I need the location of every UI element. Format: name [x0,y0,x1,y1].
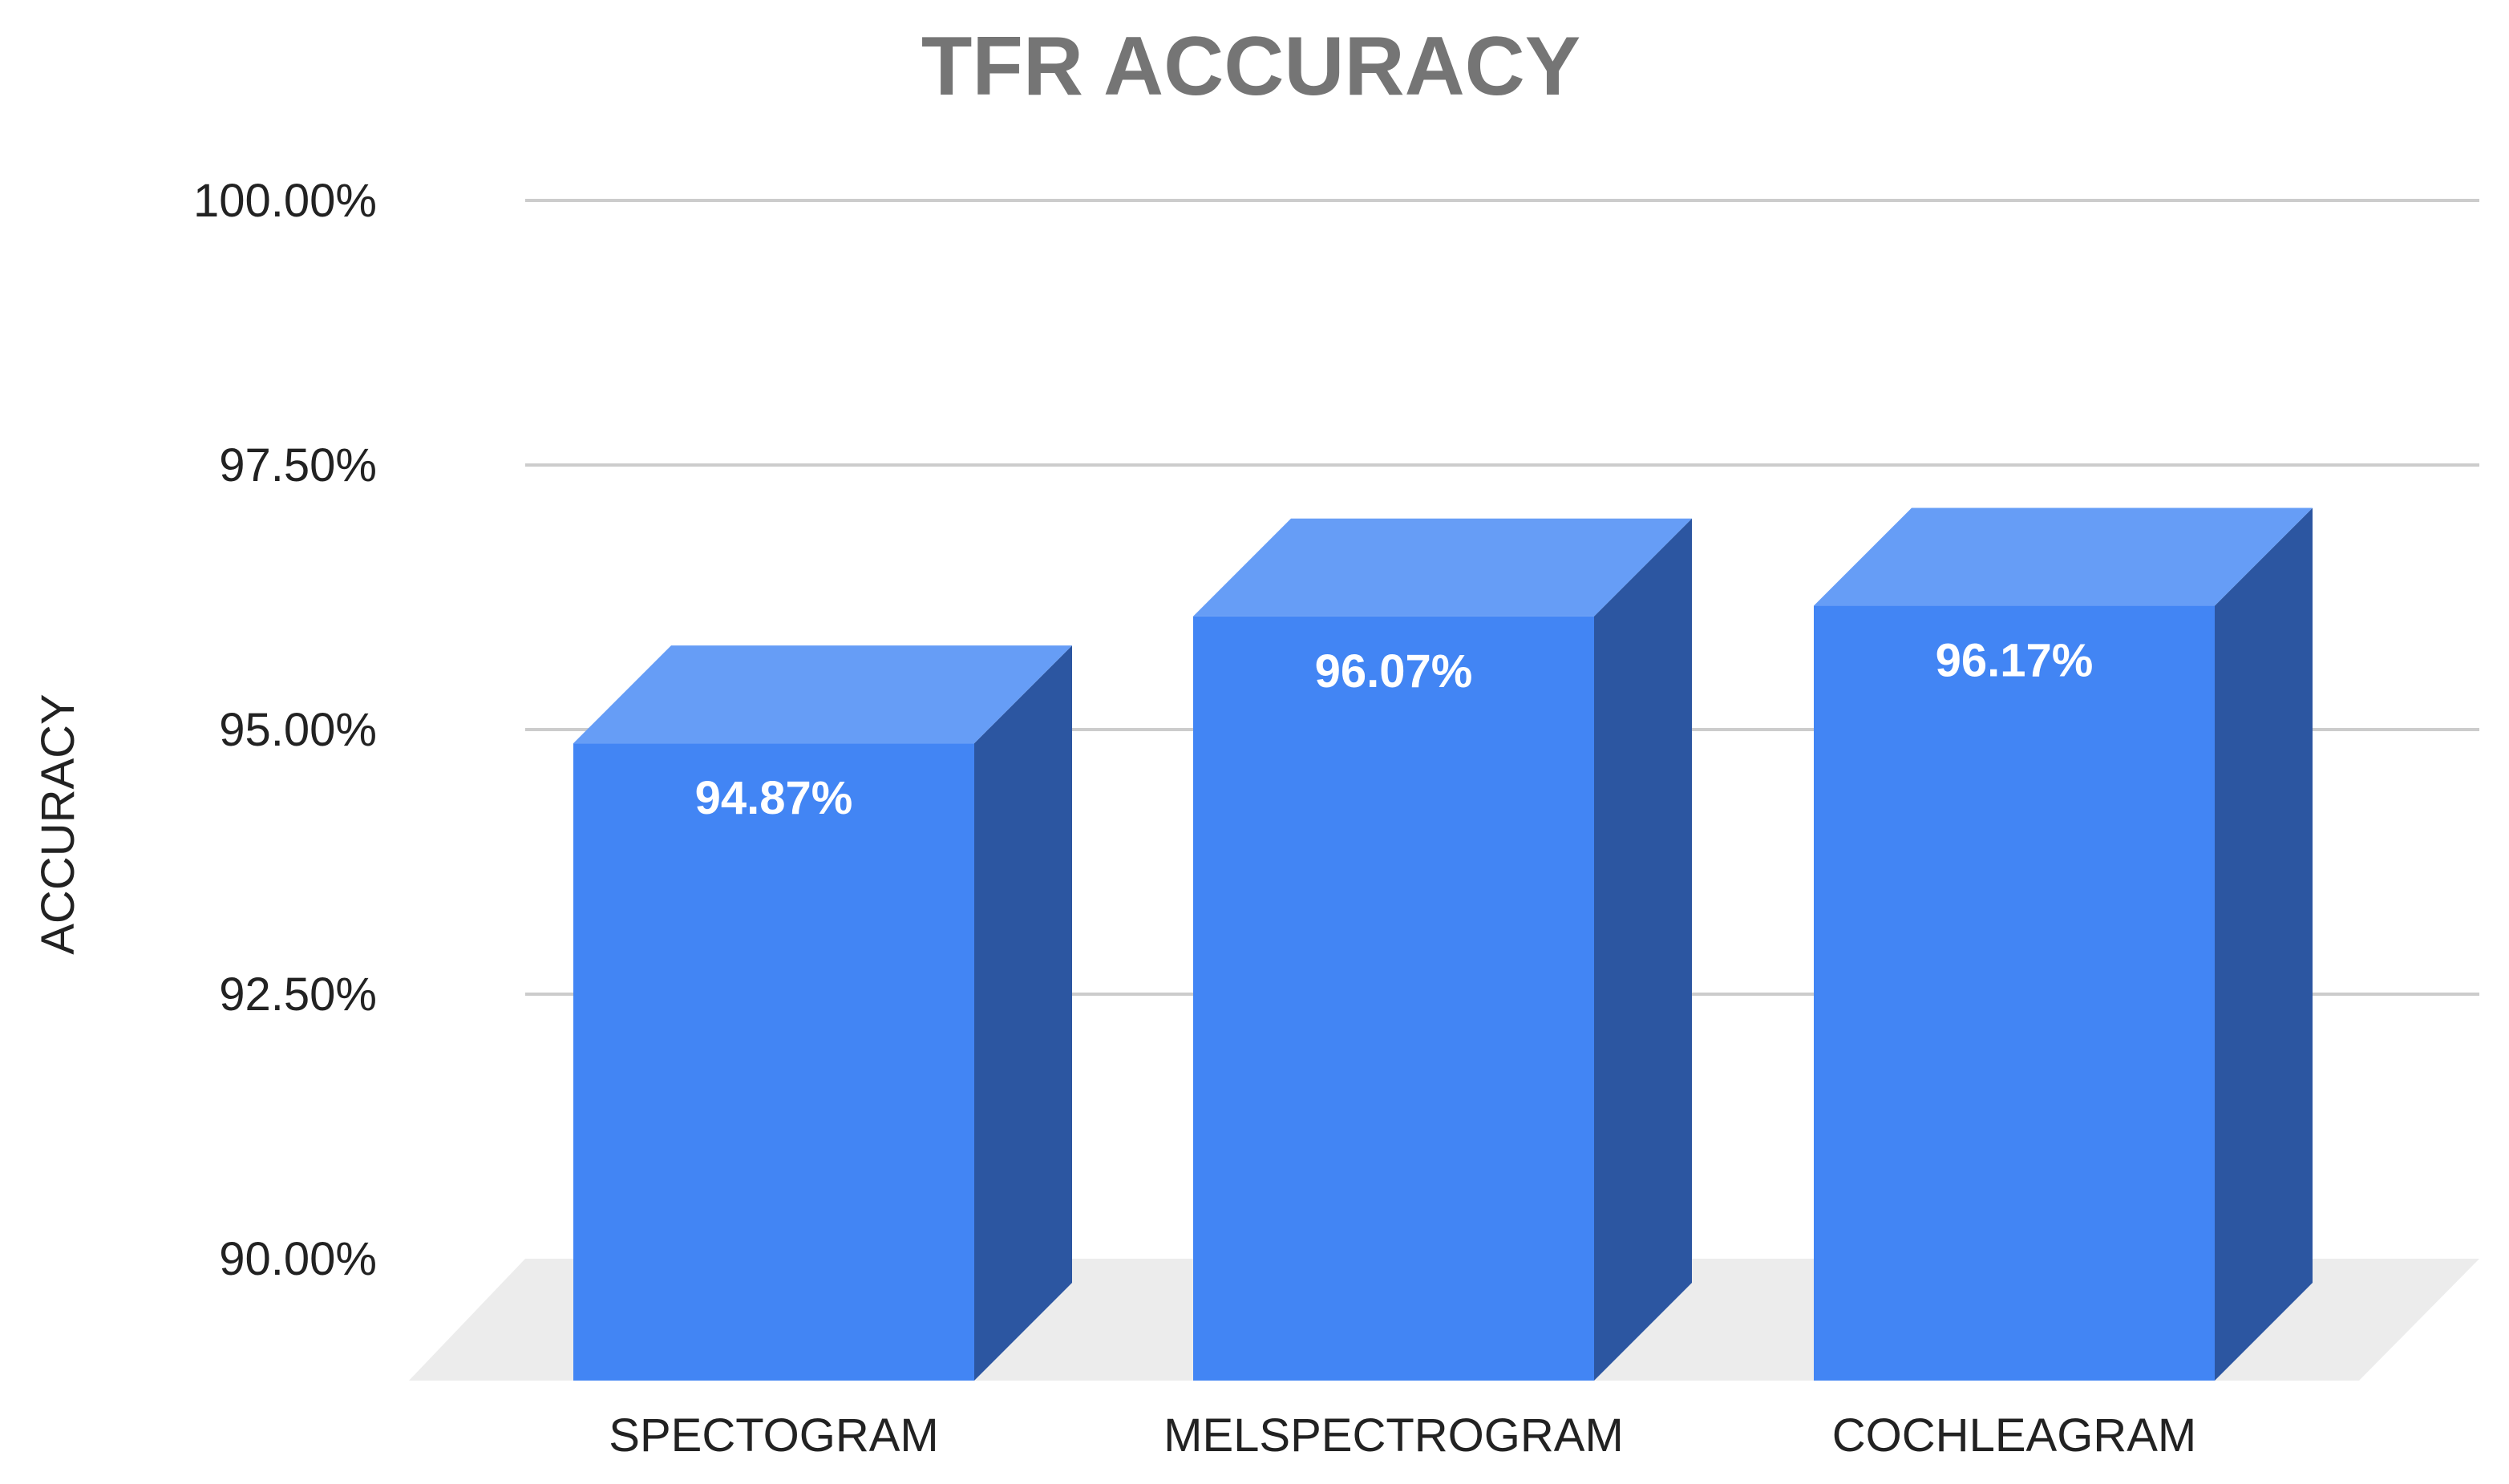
x-axis-category-labels: SPECTOGRAM MELSPECTROGRAM COCHLEAGRAM [609,1409,2196,1462]
data-label: 96.17% [1936,635,2094,687]
y-tick-label: 90.00% [219,1233,377,1285]
x-category-label: COCHLEAGRAM [1832,1409,2196,1462]
x-category-label: SPECTOGRAM [609,1409,938,1462]
bar-top-face [573,645,1072,744]
y-tick-label: 95.00% [219,704,377,756]
chart-title: TFR ACCURACY [921,20,1580,113]
bar-front-face [1814,605,2215,1381]
data-label: 94.87% [695,772,853,824]
bars [573,507,2313,1381]
bar [1193,518,1692,1381]
y-tick-label: 100.00% [193,175,377,227]
data-labels: 94.87% 96.07% 96.17% [695,635,2094,825]
x-category-label: MELSPECTROGRAM [1163,1409,1624,1462]
bar [1814,507,2313,1381]
y-axis-tick-labels: 90.00% 92.50% 95.00% 97.50% 100.00% [193,175,377,1285]
bar-side-face [974,645,1072,1381]
y-axis-title: ACCURACY [32,693,84,955]
bar-top-face [1814,507,2313,606]
bar-front-face [573,743,974,1381]
bar-front-face [1193,616,1594,1381]
bar-side-face [1594,518,1692,1381]
y-tick-label: 92.50% [219,968,377,1021]
bar-top-face [1193,518,1692,617]
y-tick-label: 97.50% [219,439,377,491]
data-label: 96.07% [1315,645,1473,698]
bar [573,645,1072,1381]
bar-side-face [2215,507,2313,1381]
